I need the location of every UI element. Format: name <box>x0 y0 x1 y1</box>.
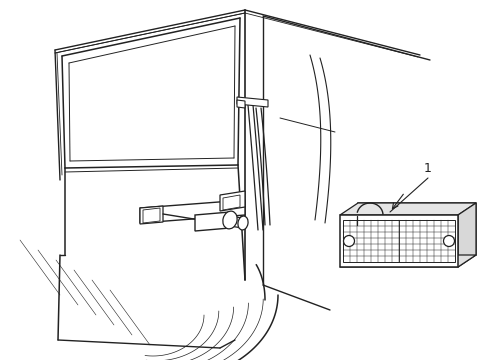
Circle shape <box>343 235 354 247</box>
Polygon shape <box>223 195 240 210</box>
Polygon shape <box>195 212 230 231</box>
Polygon shape <box>340 255 476 267</box>
FancyBboxPatch shape <box>340 215 458 267</box>
Polygon shape <box>140 206 163 224</box>
Circle shape <box>443 235 455 247</box>
Polygon shape <box>358 203 476 255</box>
Text: 1: 1 <box>424 162 432 175</box>
Polygon shape <box>140 200 245 223</box>
Polygon shape <box>237 100 245 108</box>
Polygon shape <box>143 208 160 223</box>
Polygon shape <box>220 191 245 211</box>
Polygon shape <box>340 203 476 215</box>
Ellipse shape <box>223 211 237 229</box>
Ellipse shape <box>238 216 248 230</box>
Polygon shape <box>230 216 242 228</box>
Polygon shape <box>237 97 268 107</box>
Polygon shape <box>458 203 476 267</box>
Bar <box>343 220 455 262</box>
